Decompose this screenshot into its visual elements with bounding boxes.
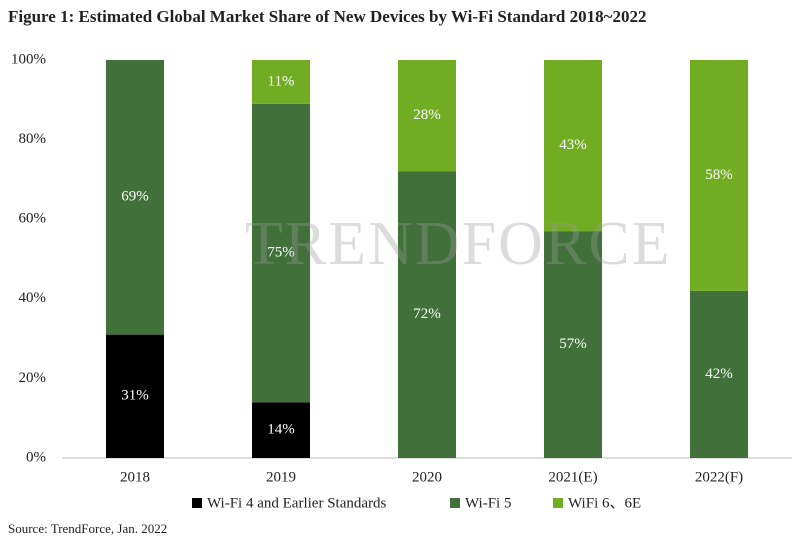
value-label: 43% <box>559 137 587 153</box>
legend-swatch <box>450 498 460 508</box>
value-label: 31% <box>121 388 149 404</box>
value-label: 28% <box>413 107 441 123</box>
bar-segment <box>252 60 310 104</box>
bar-segment <box>690 60 748 291</box>
x-tick-label: 2018 <box>120 469 150 485</box>
chart-title: Figure 1: Estimated Global Market Share … <box>8 7 646 26</box>
bar-segment <box>106 334 164 458</box>
legend-label: Wi-Fi 4 and Earlier Standards <box>207 495 387 511</box>
x-tick-label: 2020 <box>412 469 442 485</box>
legend-label: WiFi 6、6E <box>568 495 641 511</box>
source: Source: TrendForce, Jan. 2022 <box>8 521 167 536</box>
y-tick-label: 60% <box>19 211 47 227</box>
x-tick-label: 2021(E) <box>548 469 597 485</box>
bar-segment <box>106 60 164 335</box>
y-tick-label: 80% <box>19 131 47 147</box>
bar-segment <box>398 60 456 172</box>
y-tick-label: 20% <box>19 370 47 386</box>
value-label: 69% <box>121 189 149 205</box>
y-tick-label: 0% <box>26 449 46 465</box>
value-label: 11% <box>268 73 295 89</box>
x-tick-label: 2022(F) <box>695 469 743 485</box>
legend-label: Wi-Fi 5 <box>465 495 511 511</box>
value-label: 14% <box>267 422 295 438</box>
bar-segment <box>398 171 456 458</box>
watermark: TRENDFORCE <box>245 210 671 278</box>
bar-segment <box>690 290 748 458</box>
bar-segment <box>544 60 602 232</box>
y-tick-label: 40% <box>19 290 47 306</box>
legend-swatch <box>553 498 563 508</box>
value-label: 57% <box>559 336 587 352</box>
value-label: 58% <box>705 167 733 183</box>
y-tick-label: 100% <box>11 51 46 67</box>
legend-swatch <box>192 498 202 508</box>
x-tick-label: 2019 <box>266 469 296 485</box>
bar-segment <box>252 402 310 458</box>
bar-segment <box>252 103 310 403</box>
value-label: 42% <box>705 366 733 382</box>
value-label: 75% <box>267 244 295 260</box>
bar-segment <box>544 231 602 458</box>
value-label: 72% <box>413 306 441 322</box>
